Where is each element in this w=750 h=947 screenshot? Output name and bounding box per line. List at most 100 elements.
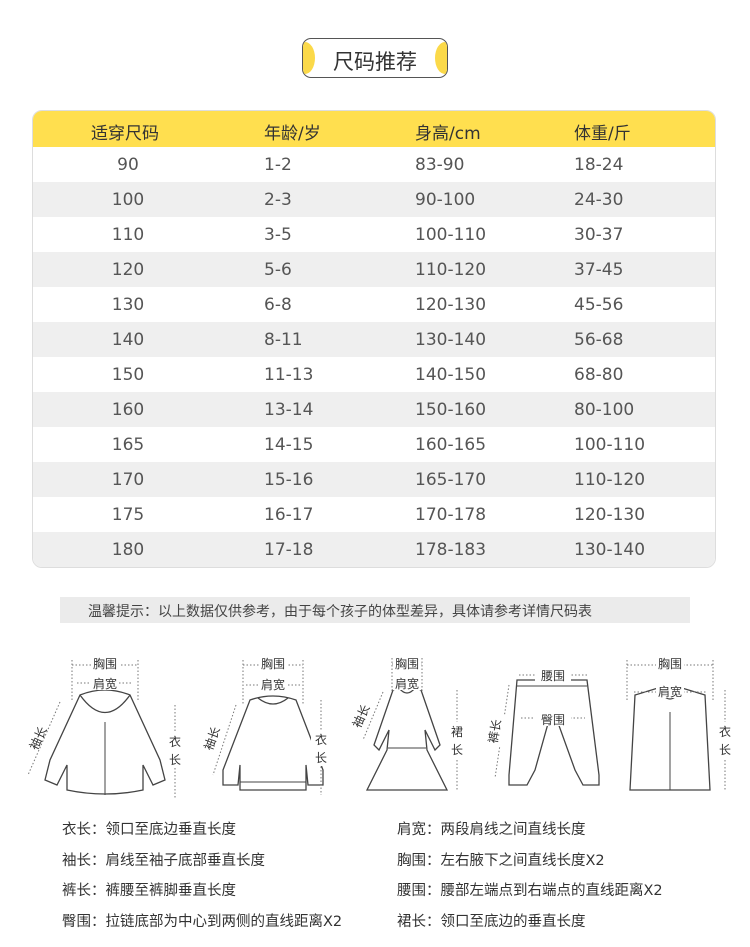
sweater-icon: 胸围 肩宽 袖长 衣长 (201, 656, 331, 795)
table-cell: 56-68 (574, 330, 624, 350)
table-cell: 130 (111, 295, 145, 315)
table-cell: 110 (111, 225, 145, 245)
table-cell: 140 (111, 330, 145, 350)
table-cell: 100-110 (574, 435, 646, 455)
table-cell: 13-14 (264, 400, 314, 420)
jacket-icon: 胸围 肩宽 袖长 衣长 (26, 656, 185, 798)
vest-icon: 胸围 肩宽 衣长 (626, 656, 735, 791)
label-length_v1: 衣 (169, 734, 181, 749)
sweater-diagram: 胸围 肩宽 袖长 衣长 (188, 650, 348, 804)
measurement-description: 衣长：领口至底边垂直长度 (62, 822, 236, 838)
label-sleeve: 袖长 (26, 724, 50, 752)
table-cell: 178-183 (415, 540, 487, 560)
measurement-description: 袖长：肩线至袖子底部垂直长度 (62, 852, 265, 869)
label-skirt_v1: 裙 (451, 725, 463, 739)
table-cell: 83-90 (415, 155, 465, 175)
header-size: 适穿尺码 (91, 124, 159, 144)
notice-bar: 温馨提示：以上数据仅供参考，由于每个孩子的体型差异，具体请参考详情尺码表 (60, 597, 690, 623)
label-sleeve: 袖长 (201, 725, 223, 753)
label-length_v2: 长 (169, 753, 181, 767)
table-cell: 3-5 (264, 225, 292, 245)
table-row: 140 8-11 130-140 56-68 (33, 322, 715, 357)
label-length_v2: 长 (315, 751, 327, 765)
table-cell: 170 (111, 470, 145, 490)
table-row: 165 14-15 160-165 100-110 (33, 427, 715, 462)
table-cell: 160-165 (415, 435, 487, 455)
table-cell: 5-6 (264, 260, 292, 280)
label-hip: 臀围 (541, 713, 565, 727)
label-shoulder: 肩宽 (93, 676, 117, 691)
table-cell: 90-100 (415, 190, 476, 210)
table-row: 130 6-8 120-130 45-56 (33, 287, 715, 322)
table-cell: 24-30 (574, 190, 624, 210)
label-chest: 胸围 (93, 656, 117, 671)
table-header: 适穿尺码 年龄/岁 身高/cm 体重/斤 (33, 111, 715, 147)
dress-icon: 胸围 肩宽 袖长 裙长 (349, 656, 467, 791)
table-cell: 11-13 (264, 365, 314, 385)
label-shoulder: 肩宽 (395, 676, 419, 691)
pants-icon: 腰围 臀围 裤长 (486, 668, 600, 786)
label-chest: 胸围 (261, 656, 285, 671)
table-cell: 120 (111, 260, 145, 280)
table-cell: 100-110 (415, 225, 487, 245)
measurement-description: 裙长：领口至底边的垂直长度 (397, 913, 586, 930)
table-cell: 170-178 (415, 505, 487, 525)
label-shoulder: 肩宽 (261, 677, 285, 692)
label-length_v2: 长 (719, 743, 731, 757)
vest-diagram: 胸围 肩宽 衣长 (610, 650, 750, 804)
table-cell: 175 (111, 505, 145, 525)
table-cell: 110-120 (574, 470, 646, 490)
table-cell: 90 (117, 155, 139, 175)
table-cell: 130-140 (574, 540, 646, 560)
measurement-description: 裤长：裤腰至裤脚垂直长度 (62, 883, 236, 899)
decor-dot (435, 42, 447, 74)
table-cell: 120-130 (415, 295, 487, 315)
table-cell: 150-160 (415, 400, 487, 420)
table-row: 150 11-13 140-150 68-80 (33, 357, 715, 392)
table-cell: 6-8 (264, 295, 292, 315)
jacket-diagram: 胸围 肩宽 袖长 衣长 (25, 650, 185, 804)
table-cell: 8-11 (264, 330, 303, 350)
label-shoulder: 肩宽 (658, 684, 682, 699)
measurement-description: 胸围：左右腋下之间直线长度X2 (397, 852, 605, 869)
table-row: 160 13-14 150-160 80-100 (33, 392, 715, 427)
pants-diagram: 腰围 臀围 裤长 (486, 650, 647, 804)
table-row: 90 1-2 83-90 18-24 (33, 147, 715, 182)
table-cell: 120-130 (574, 505, 646, 525)
label-pants: 裤长 (486, 718, 504, 744)
table-row: 120 5-6 110-120 37-45 (33, 252, 715, 287)
label-chest: 胸围 (395, 656, 419, 671)
measurement-description: 臀围：拉链底部为中心到两侧的直线距离X2 (62, 913, 343, 930)
table-cell: 80-100 (574, 400, 635, 420)
header-weight: 体重/斤 (574, 124, 631, 144)
table-cell: 165 (111, 435, 145, 455)
table-cell: 140-150 (415, 365, 487, 385)
table-cell: 14-15 (264, 435, 314, 455)
size-table: 适穿尺码 年龄/岁 身高/cm 体重/斤 90 1-2 83-90 18-24 100 2… (32, 110, 716, 568)
table-cell: 130-140 (415, 330, 487, 350)
table-cell: 15-16 (264, 470, 314, 490)
dress-diagram: 胸围 肩宽 袖长 裙长 (345, 650, 505, 804)
section-title: 尺码推荐 (302, 38, 448, 78)
section-title-text: 尺码推荐 (333, 50, 417, 74)
table-cell: 30-37 (574, 225, 624, 245)
table-row: 170 15-16 165-170 110-120 (33, 462, 715, 497)
label-length_v1: 衣 (315, 732, 327, 747)
table-cell: 165-170 (415, 470, 487, 490)
table-row: 180 17-18 178-183 130-140 (33, 532, 715, 567)
table-cell: 100 (111, 190, 145, 210)
table-cell: 16-17 (264, 505, 314, 525)
label-chest: 胸围 (658, 656, 682, 671)
table-cell: 2-3 (264, 190, 292, 210)
table-cell: 150 (111, 365, 145, 385)
label-sleeve: 袖长 (349, 702, 373, 730)
table-cell: 18-24 (574, 155, 624, 175)
table-cell: 37-45 (574, 260, 624, 280)
table-cell: 68-80 (574, 365, 624, 385)
table-cell: 180 (111, 540, 145, 560)
label-waist: 腰围 (541, 669, 565, 683)
table-cell: 160 (111, 400, 145, 420)
table-cell: 45-56 (574, 295, 624, 315)
header-age: 年龄/岁 (264, 124, 321, 144)
measurement-description: 腰围：腰部左端点到右端点的直线距离X2 (397, 883, 663, 899)
